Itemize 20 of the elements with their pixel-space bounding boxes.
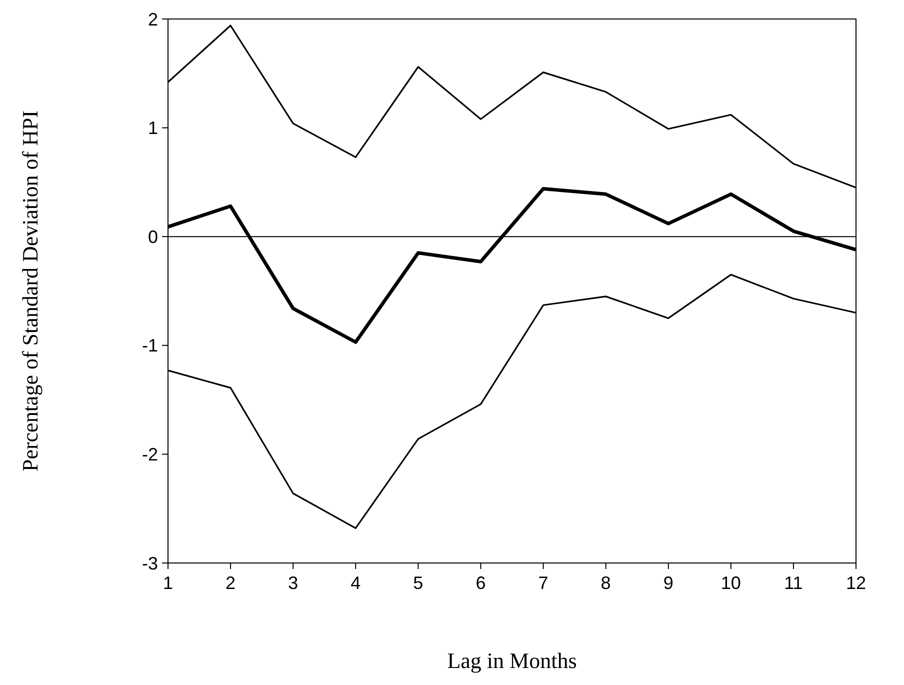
x-tick-label: 8	[600, 573, 611, 593]
y-tick-label: 0	[148, 226, 158, 247]
x-tick-label: 5	[413, 573, 424, 593]
y-tick-label: 1	[148, 118, 158, 138]
y-axis-title: Percentage of Standard Deviation of HPI	[18, 110, 43, 472]
x-tick-label: 3	[288, 573, 298, 593]
x-axis-title: Lag in Months	[447, 648, 577, 673]
y-tick-label: -1	[142, 336, 158, 356]
x-tick-label: 1	[162, 573, 174, 593]
x-tick-label: 11	[784, 573, 803, 593]
y-tick-label: -3	[142, 553, 158, 574]
y-tick-label: 2	[148, 9, 158, 30]
x-tick-label: 9	[663, 573, 674, 593]
y-tick-label: -2	[142, 444, 158, 464]
x-tick-label: 10	[720, 573, 741, 593]
x-tick-label: 4	[350, 573, 361, 593]
x-tick-label: 6	[476, 573, 486, 593]
x-tick-label: 12	[846, 573, 866, 593]
x-tick-label: 2	[226, 573, 236, 593]
x-tick-label: 7	[538, 573, 548, 593]
